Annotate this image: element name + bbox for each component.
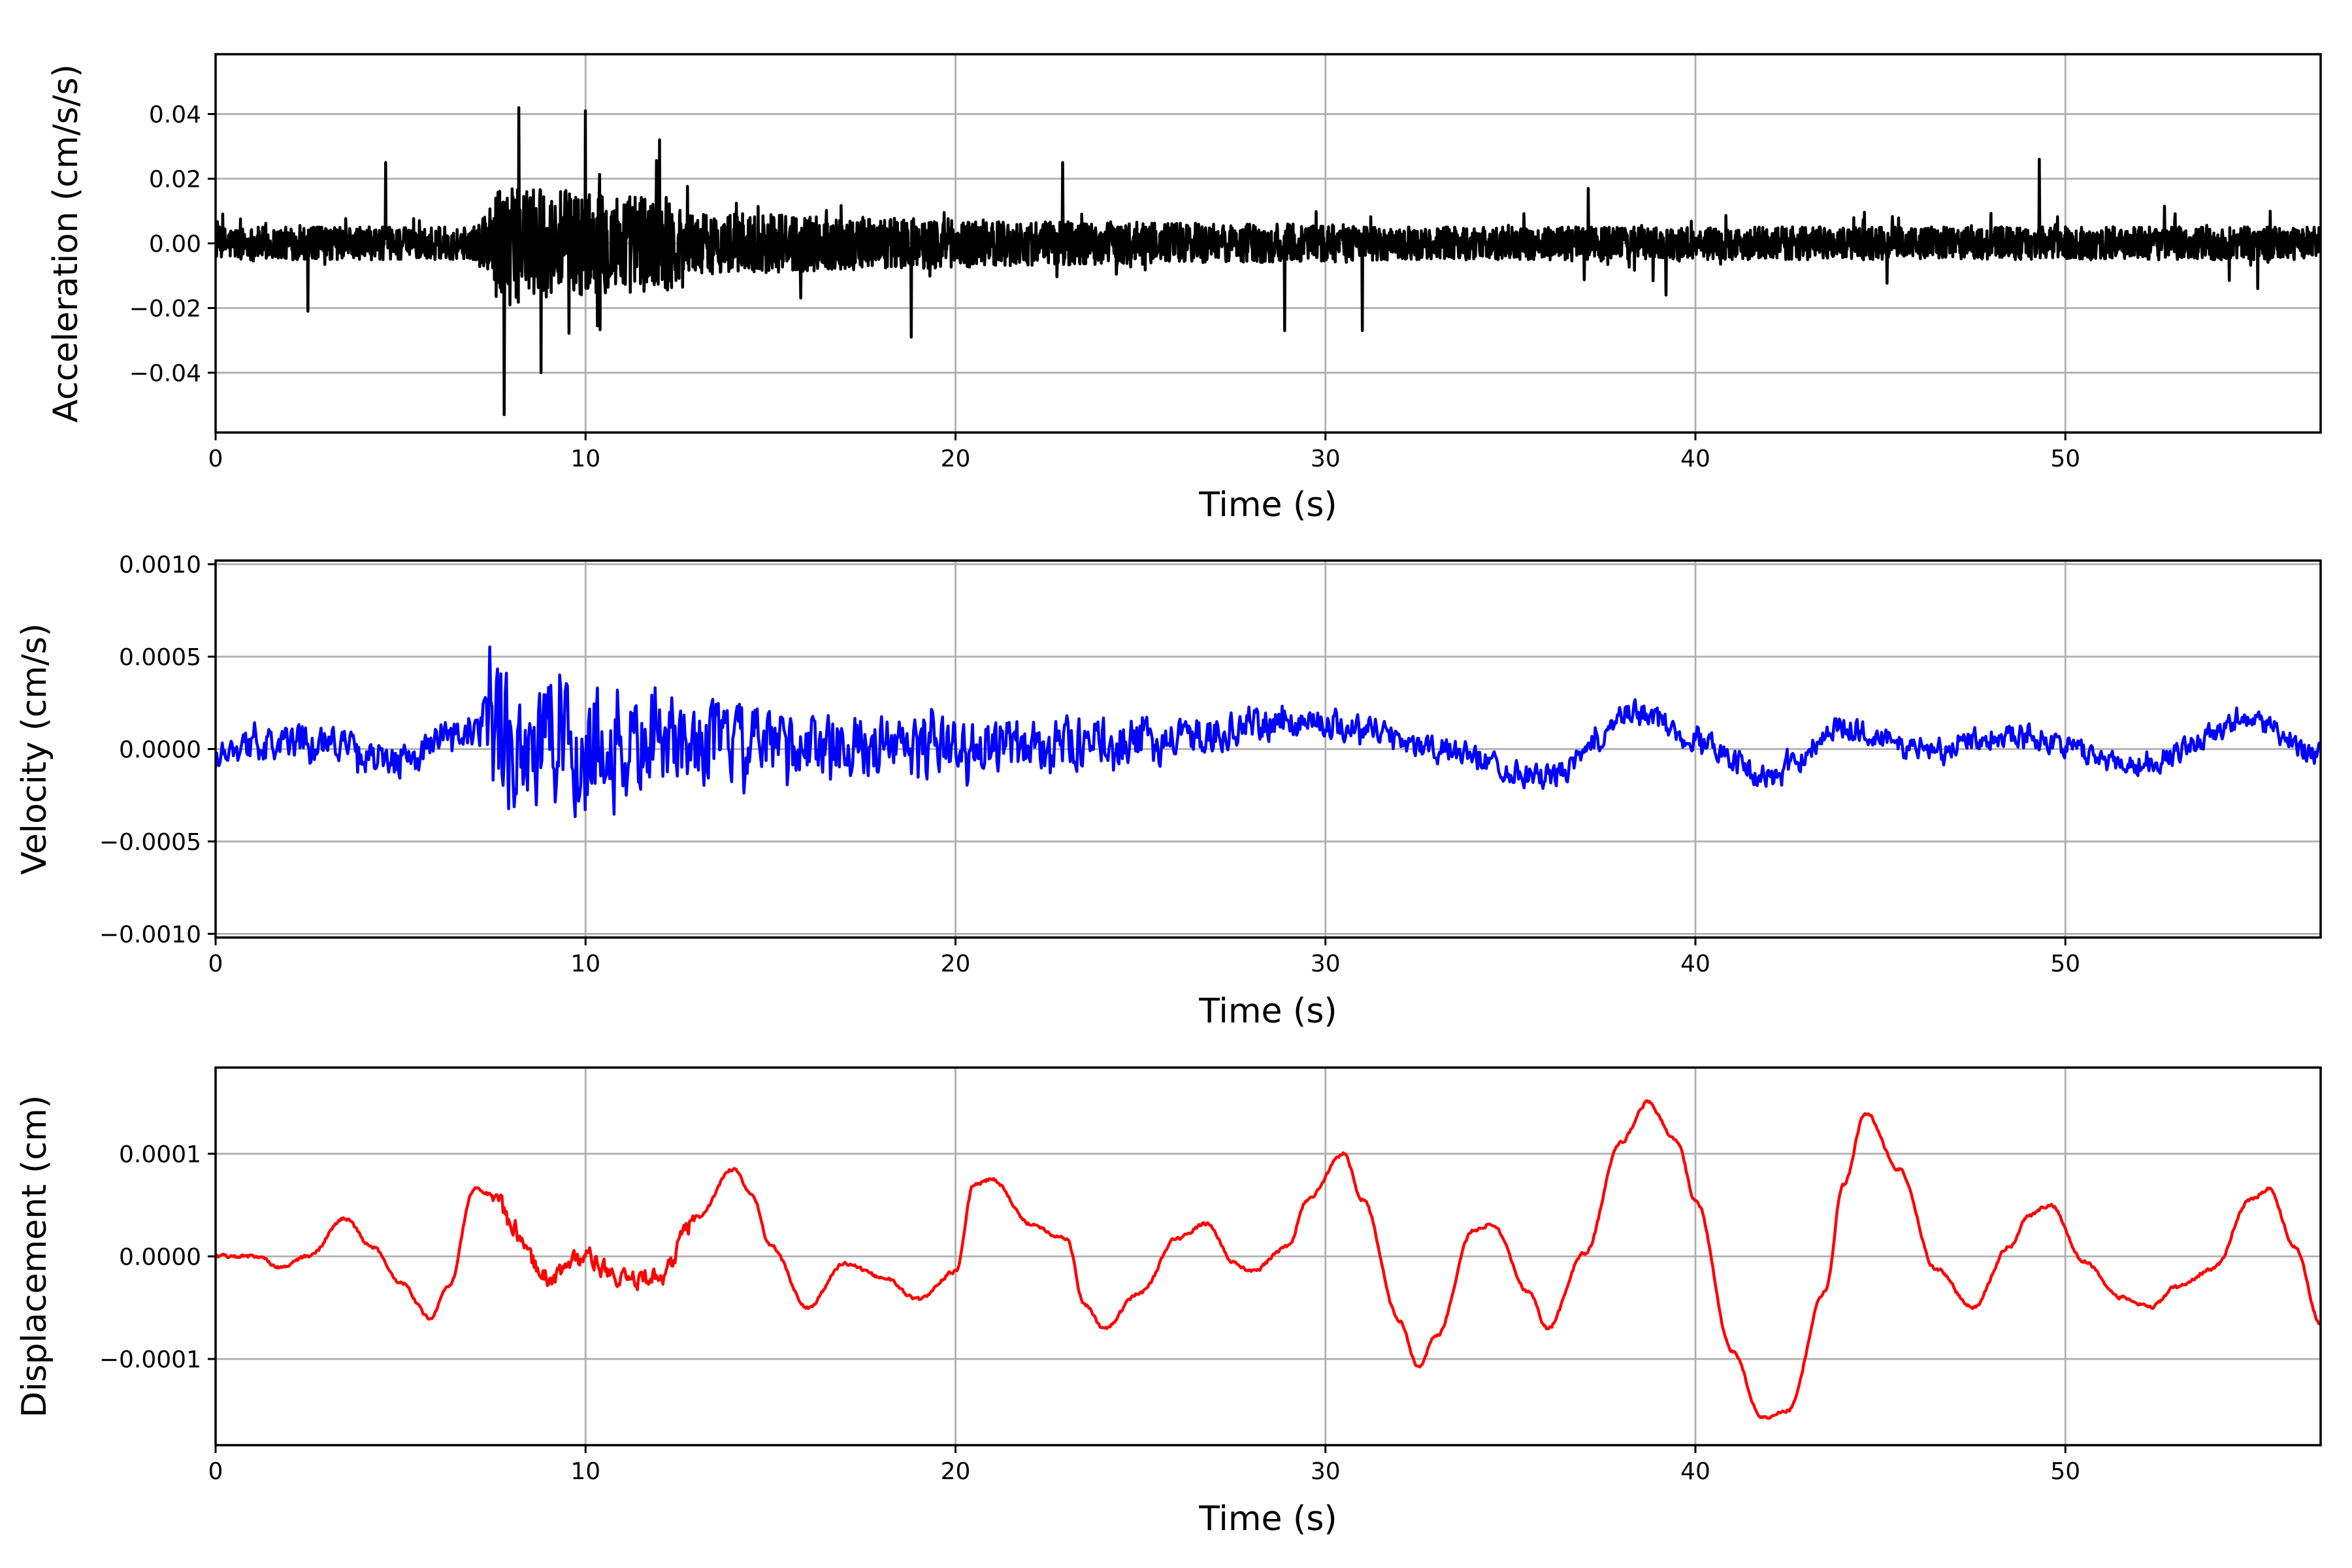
y-tick-label: 0.0005 — [119, 644, 201, 671]
y-tick-label: −0.0001 — [99, 1347, 201, 1373]
y-axis-label: Displacement (cm) — [15, 1095, 54, 1418]
x-tick-label: 10 — [570, 446, 600, 472]
x-tick-label: 10 — [570, 951, 600, 977]
x-tick-label: 50 — [2050, 446, 2080, 472]
y-tick-label: 0.04 — [149, 102, 201, 129]
y-tick-label: −0.0010 — [99, 921, 201, 948]
axes-frame — [214, 53, 2322, 434]
y-tick-label: −0.02 — [129, 295, 201, 322]
y-tick-label: 0.00 — [149, 231, 201, 258]
x-tick-label: 10 — [570, 1458, 600, 1485]
x-axis-label: Time (s) — [1198, 1499, 1337, 1539]
x-tick-label: 0 — [208, 1458, 223, 1485]
acceleration-series-line — [216, 106, 2321, 417]
x-tick-label: 20 — [941, 446, 971, 472]
y-axis-label: Velocity (cm/s) — [15, 623, 54, 875]
y-axis-label: Acceleration (cm/s/s) — [46, 64, 86, 423]
y-tick-label: 0.0000 — [119, 1244, 201, 1271]
x-tick-label: 50 — [2050, 1458, 2080, 1485]
x-tick-label: 40 — [1680, 951, 1710, 977]
x-axis-label: Time (s) — [1198, 992, 1337, 1031]
acceleration-panel: 0 10 20 30 40 50 −0.04 −0.02 0.00 0.02 0.04 Time (s… — [46, 53, 2322, 525]
y-tick-label: 0.0010 — [119, 552, 201, 579]
x-tick-label: 40 — [1680, 1458, 1710, 1485]
x-tick-label: 0 — [208, 446, 223, 472]
x-tick-label: 20 — [941, 1458, 971, 1485]
x-tick-label: 20 — [941, 951, 971, 977]
y-tick-label: −0.04 — [129, 360, 201, 387]
y-tick-label: 0.0001 — [119, 1141, 201, 1168]
x-tick-label: 30 — [1311, 446, 1341, 472]
x-tick-label: 0 — [208, 951, 223, 977]
displacement-panel: 0 10 20 30 40 50 −0.0001 0.0000 0.0001 Time (s) Di… — [15, 1066, 2322, 1539]
x-axis-label: Time (s) — [1198, 485, 1337, 525]
velocity-series-line — [216, 645, 2321, 819]
axes-frame — [214, 1066, 2322, 1446]
x-tick-label: 50 — [2050, 951, 2080, 977]
velocity-panel: 0 10 20 30 40 50 −0.0010 −0.0005 0.0000 0.0005 0.0… — [15, 552, 2322, 1031]
axes-frame — [214, 559, 2322, 939]
x-tick-label: 30 — [1311, 951, 1341, 977]
x-tick-label: 30 — [1311, 1458, 1341, 1485]
y-tick-label: −0.0005 — [99, 829, 201, 856]
y-tick-label: 0.02 — [149, 167, 201, 193]
displacement-series-line — [216, 1099, 2321, 1420]
y-tick-label: 0.0000 — [119, 737, 201, 764]
x-tick-label: 40 — [1680, 446, 1710, 472]
